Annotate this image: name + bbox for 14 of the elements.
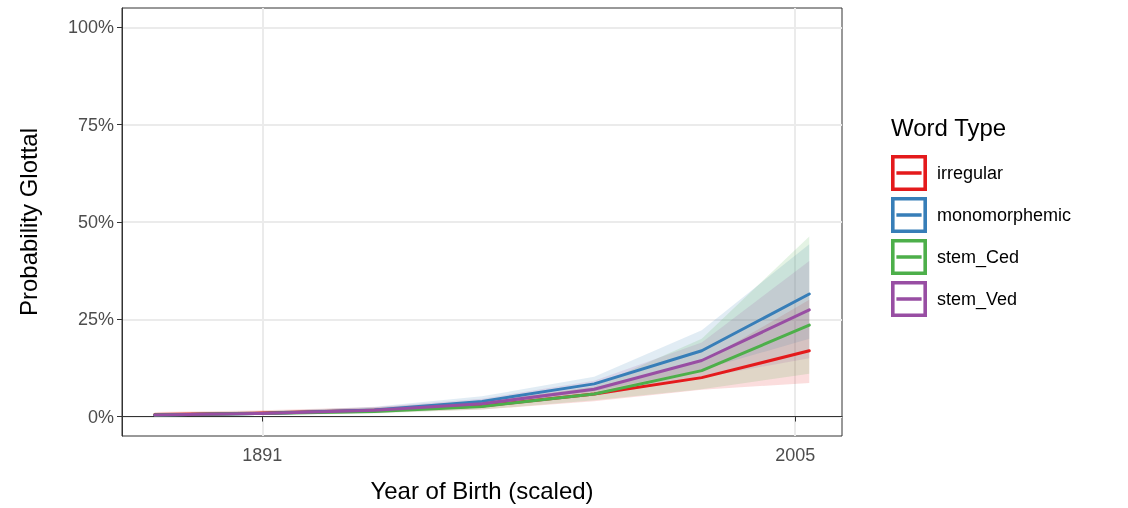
y-tick-label: 25% [77, 309, 114, 330]
y-tick-label: 75% [77, 114, 114, 135]
legend-label: stem_Ved [937, 289, 1018, 310]
x-tick-label: 2005 [775, 445, 816, 465]
legend-label: monomorphemic [937, 205, 1072, 225]
x-axis-title: Year of Birth (scaled) [370, 476, 594, 504]
y-tick-label: 0% [87, 406, 114, 427]
legend-title: Word Type [891, 113, 1007, 141]
legend-label: stem_Ced [937, 247, 1020, 268]
y-tick-label: 50% [77, 212, 114, 232]
y-axis-title: Probability Glottal [14, 127, 42, 317]
y-tick-label: 100% [67, 17, 114, 38]
x-tick-label: 1891 [242, 445, 283, 465]
legend-label: irregular [937, 163, 1004, 183]
